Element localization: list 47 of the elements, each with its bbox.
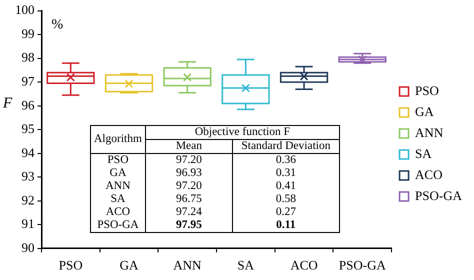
legend-label: GA	[415, 104, 434, 119]
x-tick-label: ANN	[173, 258, 202, 273]
y-tick-label: 100	[15, 2, 34, 18]
y-tick-label: 94	[22, 144, 35, 160]
annotation: Mean	[145, 140, 232, 154]
annotation: 0.27	[232, 206, 340, 219]
annotation: 0.41	[232, 180, 340, 193]
annotation: 97.20	[145, 180, 232, 193]
y-tick-label: 96	[22, 97, 35, 112]
annotation: 97.20	[145, 154, 232, 167]
annotation: 0.36	[232, 154, 340, 167]
annotation: PSO	[90, 154, 146, 167]
y-tick-label: 93	[22, 168, 34, 184]
y-tick-label: 95	[22, 121, 34, 136]
y-axis-title: F	[2, 95, 13, 112]
annotation: Standard Deviation	[232, 140, 340, 154]
annotation: SA	[90, 193, 146, 206]
annotation: 0.58	[232, 193, 340, 206]
annotation: Algorithm	[90, 126, 146, 154]
annotation: 0.11	[232, 219, 340, 232]
legend-label: PSO-GA	[415, 188, 463, 203]
annotation: ACO	[90, 206, 146, 219]
text: %	[52, 17, 64, 32]
y-tick-label: 90	[22, 240, 34, 255]
legend-label: ACO	[415, 166, 442, 182]
x-tick-label: ACO	[290, 258, 318, 273]
y-tick-label: 97	[22, 74, 35, 88]
annotation: 97.95	[145, 219, 232, 232]
annotation: PSO-GA	[90, 219, 146, 232]
y-tick-label: 92	[22, 192, 34, 208]
annotation: 0.31	[232, 167, 340, 180]
legend-label: PSO	[415, 82, 439, 98]
legend-label: ANN	[415, 124, 444, 140]
annotation: Objective function F	[145, 126, 340, 140]
annotation: ANN	[90, 180, 146, 193]
annotation: 97.24	[145, 206, 232, 219]
x-tick-label: PSO	[58, 258, 83, 273]
y-tick-label: 91	[22, 216, 34, 232]
x-tick-label: GA	[120, 258, 140, 273]
annotation: 96.75	[145, 193, 232, 206]
y-tick-label: 98	[22, 50, 34, 65]
x-tick-label: PSO-GA	[338, 258, 386, 273]
y-tick-label: 99	[22, 26, 34, 41]
annotation: GA	[90, 167, 146, 180]
x-tick-label: SA	[237, 258, 255, 273]
legend-label: SA	[415, 146, 432, 161]
annotation: 96.93	[145, 167, 232, 180]
